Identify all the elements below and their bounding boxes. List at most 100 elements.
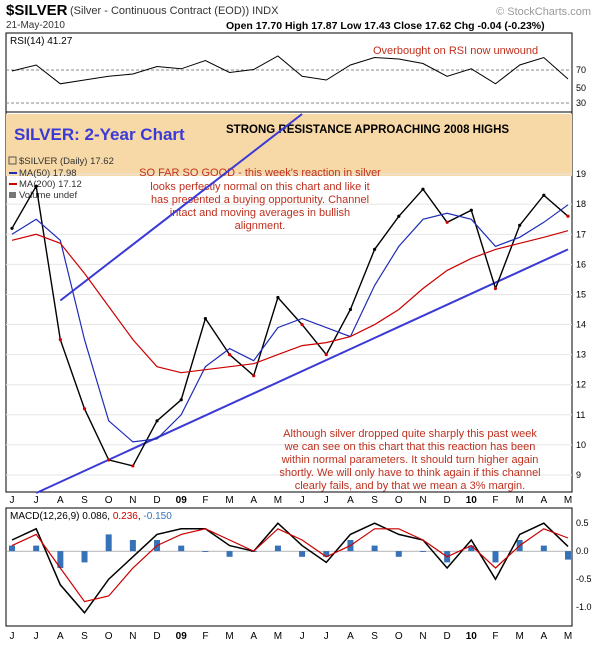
annotation-bottom-line-2: we can see on this chart that this react…	[284, 441, 536, 453]
price-series	[10, 184, 570, 468]
x-tick-label-bottom: 09	[176, 631, 188, 642]
price-tick-label: 12	[576, 380, 586, 390]
x-tick-label-bottom: S	[81, 631, 88, 642]
macd-histogram-bar	[202, 551, 209, 552]
x-tick-label: N	[129, 495, 136, 506]
macd-histogram-bar	[419, 551, 426, 552]
legend-ma200: MA(200) 17.12	[19, 179, 82, 190]
x-tick-label: J	[324, 495, 329, 506]
legend-volume: Volume undef	[19, 190, 77, 201]
chart-header: $SILVER (Silver - Continuous Contract (E…	[4, 2, 595, 32]
price-point	[252, 374, 256, 378]
x-tick-label-bottom: A	[57, 631, 64, 642]
price-tick-label: 19	[576, 169, 586, 179]
x-axis-bottom: J J A S O N D 09 F M A M J J A S O N D 10 F M A M	[10, 631, 573, 642]
rsi-annotation: Overbought on RSI now unwound	[373, 45, 538, 57]
x-tick-label-bottom: F	[202, 631, 208, 642]
macd-label-sep: ,	[138, 511, 144, 522]
macd-panel: MACD(12,26,9) 0.086, 0.236, -0.150 0.5 0.…	[5, 507, 592, 627]
symbol-description: (Silver - Continuous Contract (EOD)) IND…	[70, 5, 279, 17]
channel-upper-line	[59, 113, 303, 302]
chart-date: 21-May-2010	[6, 20, 65, 31]
annotation-top-line-1: SO FAR SO GOOD - this week's reaction in…	[139, 167, 381, 179]
macd-label: MACD(12,26,9) 0.086, 0.236, -0.150	[10, 511, 172, 522]
price-point	[131, 464, 135, 468]
annotation-bottom-line-4: shortly. We will only have to think agai…	[279, 467, 540, 479]
ohlc-readout: Open 17.70 High 17.87 Low 17.43 Close 17…	[226, 20, 545, 32]
price-point	[566, 214, 570, 218]
x-tick-label-bottom: M	[564, 631, 572, 642]
x-tick-label: 09	[176, 495, 188, 506]
macd-tick-label: 0.0	[576, 546, 589, 556]
annotation-top-line-3: has presented a buying opportunity. Chan…	[151, 194, 369, 206]
price-point	[348, 307, 353, 312]
x-tick-label-bottom: M	[225, 631, 233, 642]
macd-panel-frame	[5, 507, 573, 627]
macd-histogram-bar	[371, 545, 378, 552]
legend: $SILVER (Daily) 17.62 MA(50) 17.98 MA(20…	[8, 156, 114, 201]
macd-series	[9, 522, 571, 615]
x-tick-label-bottom: O	[105, 631, 113, 642]
price-axis-ticks: 9 10 11 12 13 14 15 16 17 18 19	[576, 169, 586, 480]
x-tick-label-bottom: M	[274, 631, 282, 642]
x-tick-label-bottom: N	[129, 631, 136, 642]
price-tick-label: 13	[576, 350, 586, 360]
x-tick-label: M	[225, 495, 233, 506]
price-tick-label: 18	[576, 199, 586, 209]
x-tick-label-bottom: O	[395, 631, 403, 642]
x-tick-label: A	[347, 495, 354, 506]
annotation-bottom-line-3: within normal parameters. It should turn…	[281, 454, 539, 466]
x-tick-label: J	[300, 495, 305, 506]
macd-histogram-bar	[178, 545, 185, 552]
macd-tick-label: -0.5	[576, 574, 592, 584]
x-tick-label-bottom: J	[324, 631, 329, 642]
x-tick-label: N	[419, 495, 426, 506]
x-tick-label: S	[371, 495, 378, 506]
macd-histogram-bar	[299, 551, 306, 557]
macd-tick-label: 0.5	[576, 518, 589, 528]
resistance-label: STRONG RESISTANCE APPROACHING 2008 HIGHS	[226, 124, 509, 136]
annotation-top-line-5: alignment.	[235, 220, 286, 232]
x-tick-label: S	[81, 495, 88, 506]
price-tick-label: 17	[576, 229, 586, 239]
price-point	[10, 226, 14, 230]
x-tick-label: M	[515, 495, 523, 506]
chart-title: SILVER: 2-Year Chart	[14, 125, 185, 144]
x-tick-label-bottom: S	[371, 631, 378, 642]
x-axis: J J A S O N D 09 F M A M J J A S O N D 10 F M A M	[10, 495, 573, 506]
x-tick-label-bottom: A	[540, 631, 547, 642]
rsi-line	[11, 55, 569, 85]
x-tick-label-bottom: A	[347, 631, 354, 642]
price-point	[397, 214, 401, 218]
price-point	[518, 223, 522, 227]
x-tick-label: A	[250, 495, 257, 506]
x-tick-label-bottom: A	[250, 631, 257, 642]
macd-histogram-bar	[468, 545, 475, 552]
price-tick-label: 10	[576, 440, 586, 450]
price-point	[58, 338, 62, 342]
ma50-line	[11, 204, 569, 443]
price-point	[421, 187, 425, 191]
price-tick-label: 9	[576, 470, 581, 480]
price-point	[155, 419, 159, 423]
price-point	[179, 398, 183, 402]
price-point	[373, 247, 377, 251]
macd-histogram-bar	[492, 551, 499, 563]
annotation-bottom-line-5: clearly fails, and by that we mean a 3% …	[295, 480, 526, 492]
x-tick-label: M	[564, 495, 572, 506]
legend-volume-swatch	[9, 192, 16, 198]
price-tick-label: 14	[576, 320, 586, 330]
annotation-top: SO FAR SO GOOD - this week's reaction in…	[139, 167, 381, 232]
rsi-tick-50: 50	[576, 83, 586, 93]
annotation-top-line-4: intact and moving averages in bullish	[170, 207, 350, 219]
x-tick-label: J	[34, 495, 39, 506]
channel-lower-line	[35, 248, 569, 494]
price-point	[324, 353, 328, 357]
macd-histogram-bar	[323, 551, 330, 557]
x-tick-label: A	[540, 495, 547, 506]
price-tick-label: 11	[576, 410, 585, 420]
ma200-line	[11, 230, 569, 374]
price-point	[276, 295, 280, 300]
x-tick-label: D	[444, 495, 451, 506]
x-tick-label: F	[202, 495, 208, 506]
